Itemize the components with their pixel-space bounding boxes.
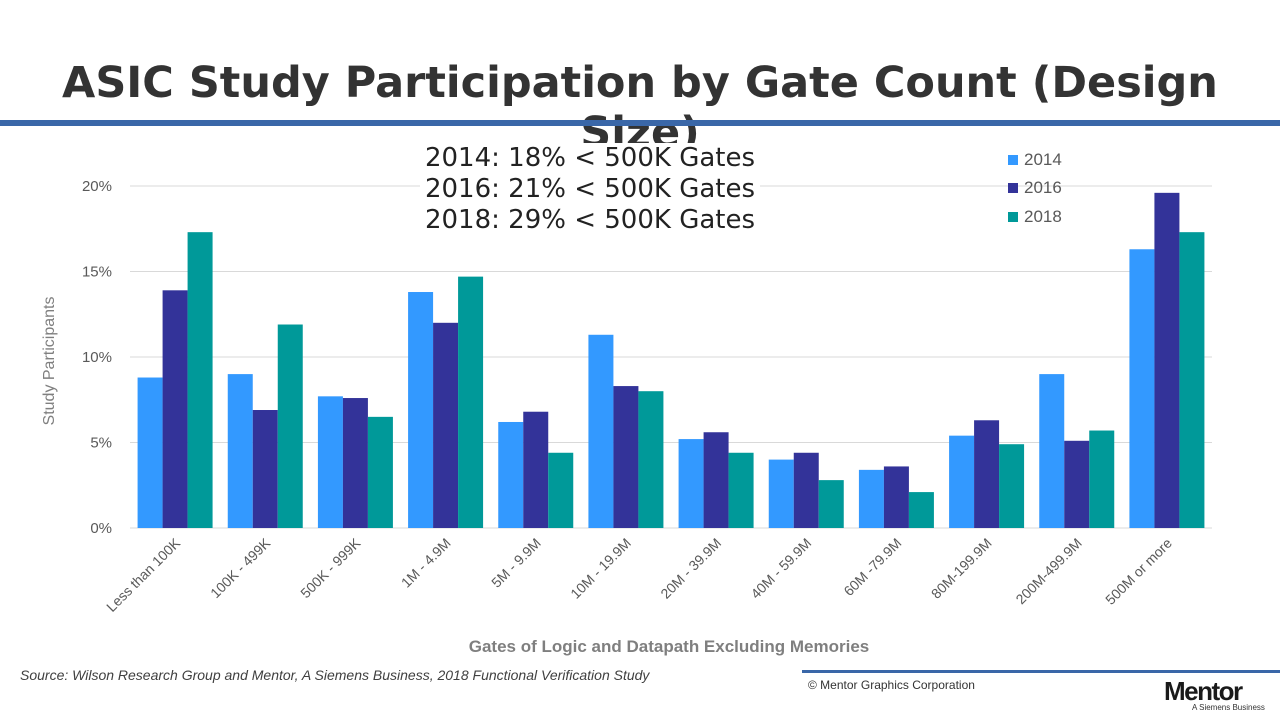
y-tick-label: 15%: [82, 264, 112, 281]
bar-2018: [1089, 430, 1115, 528]
x-tick-label: 60M -79.9M: [840, 535, 904, 599]
bar-2014: [408, 292, 434, 528]
bar-2016: [703, 432, 729, 528]
bar-2014: [317, 396, 343, 528]
bar-2014: [498, 421, 524, 528]
bar-2014: [137, 377, 163, 528]
bar-2018: [638, 391, 664, 528]
x-tick-label: 10M - 19.9M: [567, 535, 634, 602]
y-tick-label: 5%: [90, 435, 112, 452]
bar-2018: [1179, 232, 1205, 529]
bars: [137, 192, 1205, 529]
bar-2016: [1154, 192, 1180, 528]
legend-label: 2018: [1024, 207, 1062, 226]
legend-item-2016: 2016: [1008, 178, 1062, 198]
x-tick-labels: Less than 100K 100K - 499K 500K - 999K 1M -…: [103, 534, 1175, 615]
legend-swatch: [1008, 155, 1018, 165]
bar-2018: [458, 276, 484, 528]
legend-label: 2014: [1024, 150, 1062, 169]
bar-2014: [678, 439, 704, 528]
slide-title: ASIC Study Participation by Gate Count (…: [62, 58, 1218, 158]
bar-2016: [613, 386, 639, 528]
bar-2016: [342, 398, 368, 528]
x-tick-label: 500M or more: [1102, 535, 1175, 608]
bar-2014: [949, 435, 975, 528]
bar-2016: [162, 290, 188, 528]
callout-line-2016: 2016: 21% < 500K Gates: [420, 174, 760, 204]
bar-2018: [728, 452, 754, 528]
bar-2016: [974, 420, 1000, 528]
x-tick-label: 20M - 39.9M: [657, 535, 724, 602]
legend-item-2014: 2014: [1008, 150, 1062, 170]
footer-divider: [802, 670, 1280, 673]
legend-label: 2016: [1024, 178, 1062, 197]
bar-2018: [548, 452, 574, 528]
x-tick-label: 100K - 499K: [207, 534, 274, 601]
x-tick-label: 500K - 999K: [297, 534, 364, 601]
bar-2014: [1039, 374, 1065, 528]
bar-2016: [793, 452, 819, 528]
y-tick-label: 10%: [82, 349, 112, 366]
bar-2014: [588, 334, 614, 528]
x-tick-label: 80M-199.9M: [928, 535, 995, 602]
brand-tagline: A Siemens Business: [1192, 703, 1265, 712]
bar-2018: [277, 324, 303, 528]
bar-2018: [908, 492, 934, 528]
y-axis-title: Study Participants: [41, 297, 58, 426]
x-tick-label: Less than 100K: [103, 534, 184, 615]
x-axis-title: Gates of Logic and Datapath Excluding Me…: [469, 637, 870, 656]
y-tick-label: 0%: [90, 520, 112, 537]
bar-2016: [883, 466, 909, 528]
x-tick-label: 1M - 4.9M: [398, 535, 454, 591]
title-divider: [0, 120, 1280, 126]
bar-2016: [433, 322, 459, 528]
bar-2016: [252, 410, 278, 528]
bar-2016: [1064, 440, 1090, 528]
bar-2018: [818, 480, 844, 528]
x-tick-label: 40M - 59.9M: [747, 535, 814, 602]
bar-2014: [227, 374, 253, 528]
legend-item-2018: 2018: [1008, 207, 1062, 227]
source-note: Source: Wilson Research Group and Mentor…: [20, 667, 650, 683]
bar-2018: [187, 232, 213, 529]
y-tick-labels: 0% 5% 10% 15% 20%: [82, 178, 112, 537]
callout-line-2014: 2014: 18% < 500K Gates: [420, 143, 760, 173]
bar-2014: [768, 459, 794, 528]
y-tick-label: 20%: [82, 178, 112, 195]
x-tick-label: 5M - 9.9M: [488, 535, 544, 591]
bar-2018: [999, 444, 1025, 528]
bar-2018: [367, 416, 393, 528]
legend-swatch: [1008, 212, 1018, 222]
bar-2014: [858, 469, 884, 528]
copyright-text: © Mentor Graphics Corporation: [808, 678, 975, 692]
bar-2016: [523, 411, 549, 528]
bar-2014: [1129, 249, 1155, 528]
x-tick-label: 200M-499.9M: [1012, 535, 1084, 607]
legend-swatch: [1008, 183, 1018, 193]
brand-logo: Mentor: [1164, 676, 1243, 706]
callout-line-2018: 2018: 29% < 500K Gates: [420, 205, 760, 235]
